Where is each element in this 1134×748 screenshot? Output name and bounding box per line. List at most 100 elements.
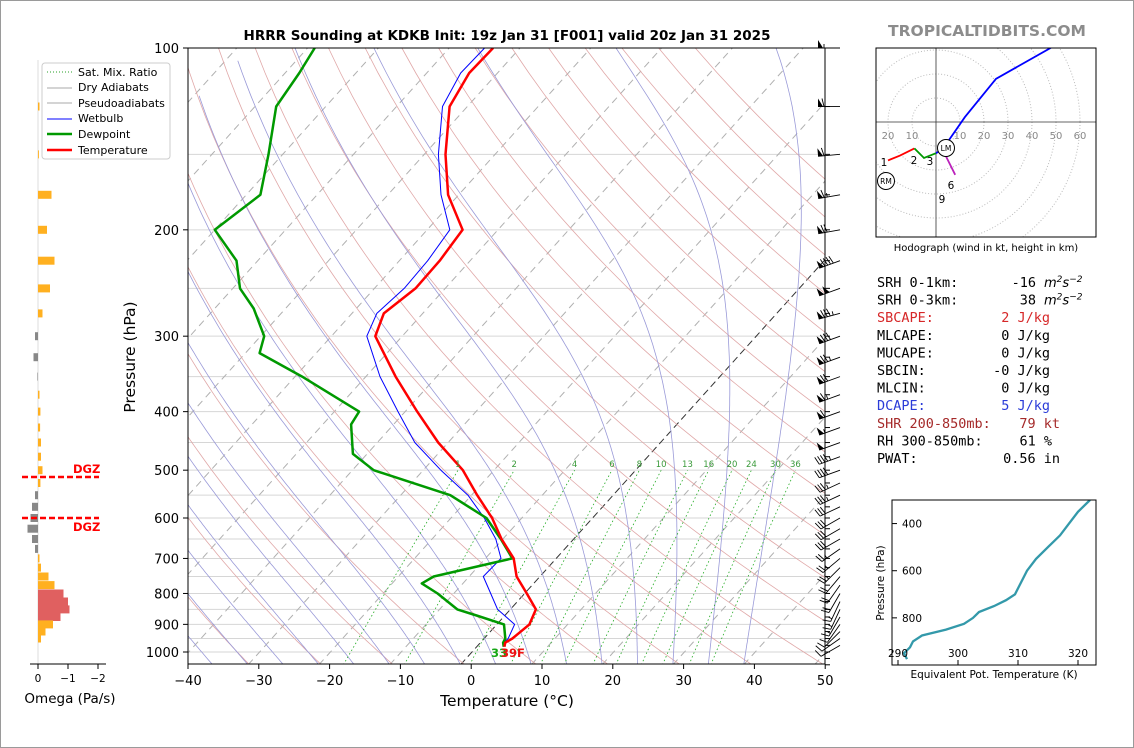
wind-barb <box>819 624 841 643</box>
legend-label-dewpoint: Dewpoint <box>78 128 131 141</box>
barb-pennant <box>817 148 824 157</box>
theta-e-x-tick-label: 300 <box>948 648 968 660</box>
x-tick-label: 40 <box>746 674 763 689</box>
barb-staff <box>819 376 841 385</box>
moist-adiabat-line <box>198 95 532 664</box>
mixing-ratio-label: 13 <box>682 460 693 470</box>
skewt-profiles <box>213 48 538 647</box>
barb-half-flag <box>828 356 832 361</box>
omega-bar <box>38 438 41 447</box>
barb-flag <box>820 147 825 156</box>
index-label: MLCAPE: <box>877 328 934 344</box>
barb-half-flag <box>826 193 828 198</box>
barb-pennant <box>818 40 823 48</box>
omega-bar <box>38 150 39 159</box>
barb-flag <box>816 567 824 573</box>
dry-adiabat-line <box>188 172 609 664</box>
barb-pennant <box>816 442 825 451</box>
barb-staff <box>819 442 841 451</box>
watermark: TROPICALTIDBITS.COM <box>888 22 1086 40</box>
index-label: SBCIN: <box>877 363 926 379</box>
omega-bar <box>38 581 55 590</box>
hodograph-height-label: 9 <box>939 194 946 206</box>
barb-flag <box>820 519 827 527</box>
barb-flag <box>817 521 824 528</box>
temperature-profile <box>374 48 538 647</box>
hodograph-title: Hodograph (wind in kt, height in km) <box>894 243 1079 254</box>
skewt-background-lines <box>188 48 825 664</box>
barb-flag <box>820 633 830 637</box>
dry-adiabat-line <box>511 48 825 373</box>
moist-adiabat-line <box>188 182 497 664</box>
barb-flag <box>825 308 831 317</box>
barb-staff <box>830 601 841 622</box>
barb-flag <box>814 533 822 541</box>
index-value: 79 kt <box>1019 416 1060 432</box>
hodograph: 20 10 10 20 30 40 50 60 1 2 3 69 LM RM <box>876 48 1096 237</box>
omega-bar <box>38 563 41 572</box>
barb-flag <box>817 469 823 477</box>
barb-flag <box>817 554 825 561</box>
barb-flag <box>819 455 826 463</box>
wind-barb <box>816 308 841 320</box>
isotherm-line <box>531 337 825 664</box>
x-tick-label: 0 <box>467 674 475 689</box>
theta-e-profile <box>902 500 1091 660</box>
y-tick-label: 1000 <box>146 646 179 661</box>
hodograph-height-label: 2 <box>911 155 918 167</box>
barb-staff <box>828 593 841 613</box>
barb-flag <box>817 642 825 648</box>
storm-motion-label: LM <box>941 144 952 153</box>
mixing-ratio-label: 8 <box>637 460 642 470</box>
barb-staff <box>819 482 841 493</box>
barb-pennant <box>816 190 824 199</box>
omega-bar <box>33 353 38 362</box>
mixing-ratio-line <box>540 470 640 664</box>
barb-half-flag <box>826 631 831 634</box>
barb-flag <box>814 470 820 478</box>
omega-bar <box>38 634 41 643</box>
dewpoint-profile <box>213 48 514 647</box>
moist-adiabat-line <box>188 504 319 664</box>
barb-flag <box>818 589 827 594</box>
wind-barb <box>818 576 841 594</box>
barb-flag <box>819 355 826 363</box>
theta-e-y-tick-label: 400 <box>902 519 922 531</box>
omega-panel: 0 −1 −2 <box>27 60 106 685</box>
wind-barb <box>816 558 841 573</box>
index-unit-base: s <box>1062 294 1069 309</box>
barb-flag <box>819 393 826 401</box>
wind-barb <box>816 354 841 366</box>
omega-bar <box>38 284 50 293</box>
index-value: 0 J/kg <box>1001 328 1050 344</box>
barb-flag <box>817 508 824 516</box>
wind-barb <box>817 631 841 648</box>
barb-flag <box>819 495 826 503</box>
y-tick-label: 900 <box>154 618 179 633</box>
index-label: DCAPE: <box>877 398 926 414</box>
theta-e-panel: 290 300 310 320 400 600 800 <box>888 500 1091 666</box>
barb-flag <box>820 310 825 318</box>
wind-barb <box>816 224 841 235</box>
omega-bar <box>35 491 38 500</box>
mixing-ratio-labels: 1 2 4 6 8 10 13 16 20 24 30 36 <box>455 460 801 470</box>
x-tick-label: 10 <box>534 674 551 689</box>
storm-motion-label: RM <box>880 177 892 186</box>
moist-adiabat-line <box>615 48 731 664</box>
mixing-ratio-line <box>343 469 459 664</box>
hodograph-height-label: 6 <box>948 180 955 192</box>
chart-title: HRRR Sounding at KDKB Init: 19z Jan 31 [… <box>244 28 771 44</box>
barb-flag <box>819 375 826 383</box>
index-value: 0.56 in <box>1003 451 1060 467</box>
wind-barb <box>816 442 841 451</box>
hodograph-height-label: 1 <box>881 157 888 169</box>
omega-bar <box>38 605 70 614</box>
wind-barb <box>814 517 841 530</box>
mixing-ratio-label: 6 <box>609 460 614 470</box>
legend-label-mix: Sat. Mix. Ratio <box>78 66 158 79</box>
barb-flag <box>820 540 827 548</box>
isotherm-line <box>188 48 662 575</box>
barb-flag <box>825 257 831 265</box>
omega-bar <box>38 423 41 432</box>
